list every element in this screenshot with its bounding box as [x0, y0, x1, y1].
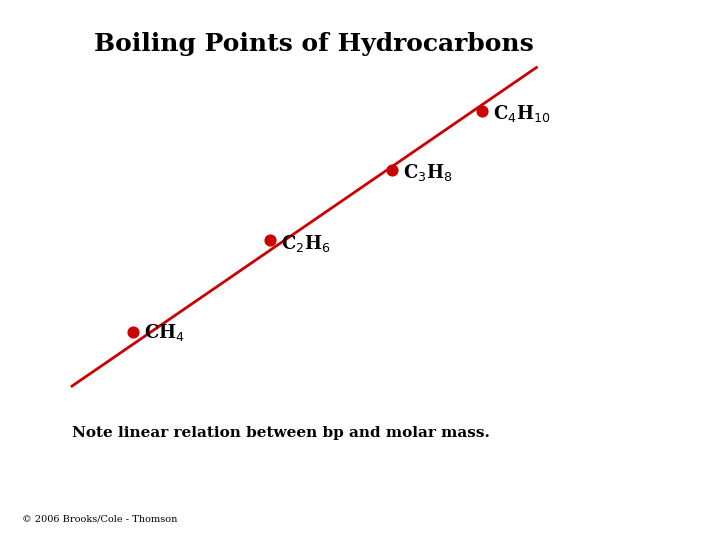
- Text: C$_3$H$_8$: C$_3$H$_8$: [403, 163, 453, 183]
- Point: [387, 166, 398, 174]
- Point: [477, 106, 488, 115]
- Point: [127, 328, 139, 336]
- Text: C$_2$H$_6$: C$_2$H$_6$: [281, 233, 330, 253]
- Text: C$_4$H$_{10}$: C$_4$H$_{10}$: [493, 103, 551, 124]
- Text: Boiling Points of Hydrocarbons: Boiling Points of Hydrocarbons: [94, 32, 534, 56]
- Text: © 2006 Brooks/Cole - Thomson: © 2006 Brooks/Cole - Thomson: [22, 515, 177, 524]
- Point: [264, 236, 276, 245]
- Text: Note linear relation between bp and molar mass.: Note linear relation between bp and mola…: [72, 426, 490, 440]
- Text: CH$_4$: CH$_4$: [144, 322, 185, 342]
